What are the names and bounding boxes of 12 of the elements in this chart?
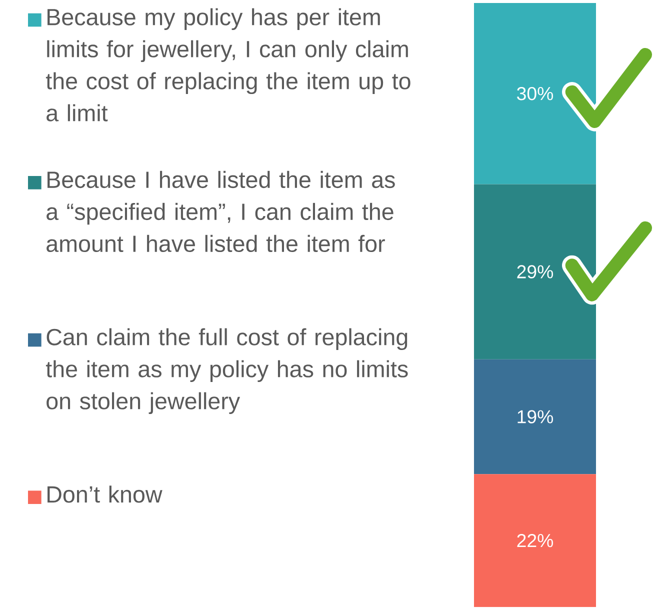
legend-label: Because my policy has per item limits for jewellery, I can only claim the cost of replacing the item up to a limit (46, 8, 410, 122)
legend-label: Don’t know (48, 486, 162, 503)
data-label: 30% (517, 86, 554, 100)
legend-label: Can claim the full cost of replacing the item as my policy has no limits on stolen jewellery (46, 328, 408, 414)
bar (474, 184, 596, 360)
data-label: 29% (517, 265, 554, 278)
data-label: 19% (518, 410, 554, 424)
data-label: 22% (517, 534, 554, 548)
bar (474, 359, 596, 474)
bar (474, 2, 596, 184)
bar (474, 474, 596, 607)
legend-label: Because I have listed the item as a “specified item”, I can claim the amount I have listed the item for (46, 170, 395, 252)
